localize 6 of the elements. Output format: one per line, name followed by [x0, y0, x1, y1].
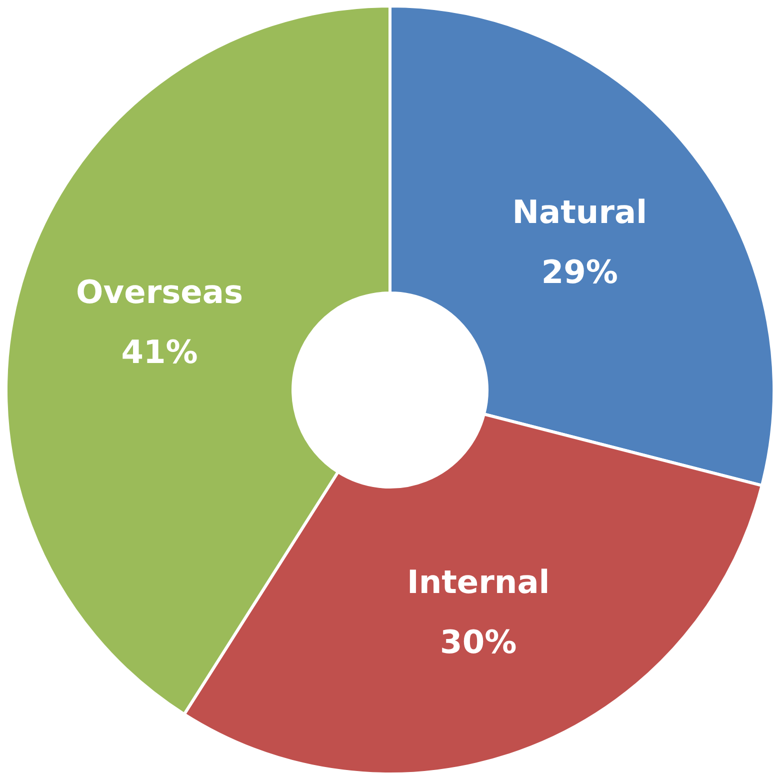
slice-label: Overseas	[76, 273, 243, 312]
slice-label: Natural	[512, 192, 648, 231]
slice-label: Internal	[406, 563, 550, 602]
data-label: 29%	[541, 252, 618, 291]
data-label: 41%	[121, 333, 198, 372]
data-label: 30%	[440, 623, 517, 662]
